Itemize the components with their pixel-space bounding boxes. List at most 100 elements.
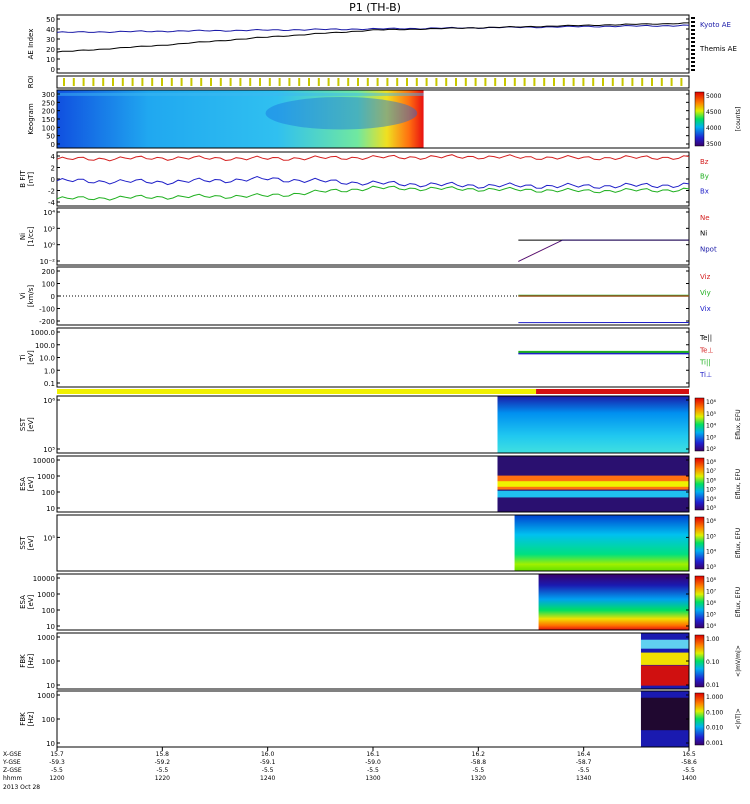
roi-tick bbox=[484, 78, 486, 86]
roi-tick bbox=[171, 78, 173, 86]
roi-tick bbox=[328, 78, 330, 86]
y-tick-label: 150 bbox=[42, 116, 55, 124]
y-tick-label: 10000 bbox=[33, 575, 55, 583]
keogram-band bbox=[57, 93, 424, 96]
y-tick-label: 10 bbox=[46, 505, 55, 513]
roi-tick bbox=[563, 78, 565, 86]
roi-tick bbox=[318, 78, 320, 86]
roi-tick bbox=[259, 78, 261, 86]
fbk2-band-dark bbox=[641, 698, 689, 730]
roi-tick bbox=[631, 78, 633, 86]
y-axis-label: ESA[eV] bbox=[19, 594, 35, 609]
fbk1-band-yellow bbox=[641, 653, 689, 665]
y-tick-label: 10.0 bbox=[39, 355, 55, 363]
ae-right-tick bbox=[691, 25, 695, 27]
roi-tick bbox=[582, 78, 584, 86]
roi-tick bbox=[141, 78, 143, 86]
colorbar-label-text: <|nT|> bbox=[735, 708, 742, 730]
y-tick-label: 100 bbox=[42, 281, 55, 289]
legend-entry: By bbox=[700, 173, 709, 181]
y-label-line: ESA bbox=[19, 477, 27, 491]
y-label-line: [km/s] bbox=[27, 285, 35, 308]
legend-entry: Kyoto AE bbox=[700, 21, 731, 29]
y-tick-label: 10 bbox=[46, 623, 55, 631]
roi-tick bbox=[73, 78, 75, 86]
y-tick-label: 50 bbox=[46, 16, 55, 24]
y-tick-label: 30 bbox=[46, 36, 55, 44]
bz-line bbox=[57, 155, 689, 161]
colorbar-tick-label: 10⁵ bbox=[706, 411, 717, 418]
y-tick-label: 0 bbox=[51, 176, 55, 184]
y-tick-label: -2 bbox=[48, 188, 55, 196]
y-tick-label: 1000.0 bbox=[31, 329, 56, 337]
y-gse-label: -5.5 bbox=[472, 767, 484, 774]
y-label-line: [Hz] bbox=[27, 654, 35, 669]
colorbar-tick-label: 10³ bbox=[706, 505, 717, 512]
y-tick-label: 0 bbox=[51, 66, 55, 74]
y-tick-label: 10 bbox=[46, 56, 55, 64]
y-label-line: FBK bbox=[19, 654, 27, 668]
legend-entry: Te|| bbox=[699, 334, 712, 342]
roi-tick bbox=[347, 78, 349, 86]
y-tick-label: -100 bbox=[39, 306, 55, 314]
roi-tick bbox=[357, 78, 359, 86]
y-axis-label: SST[eV] bbox=[19, 535, 35, 550]
hhmm-label: 1320 bbox=[471, 775, 486, 782]
hhmm-label: 1400 bbox=[681, 775, 696, 782]
roi-tick bbox=[612, 78, 614, 86]
colorbar-tick-label: 0.01 bbox=[706, 682, 720, 689]
fbk1-band-red bbox=[641, 665, 689, 685]
roi-tick bbox=[269, 78, 271, 86]
legend-entry: Viz bbox=[700, 273, 711, 281]
y-label-line: Vi bbox=[19, 293, 27, 300]
x-row-label: hhmm bbox=[3, 775, 22, 782]
x-gse-label: -59.3 bbox=[49, 759, 65, 766]
y-axis-label: Keogram bbox=[27, 103, 35, 134]
y-tick-label: 1.0 bbox=[44, 367, 55, 375]
colorbar bbox=[695, 92, 704, 146]
x-ut-label: 16.5 bbox=[682, 751, 696, 758]
colorbar-tick-label: 10⁸ bbox=[706, 577, 717, 584]
colorbar-tick-label: 1.000 bbox=[706, 694, 723, 701]
y-tick-label: 1000 bbox=[37, 634, 55, 642]
legend-entry: Viy bbox=[700, 289, 711, 297]
colorbar-label: [counts] bbox=[735, 107, 742, 132]
panel-frame bbox=[57, 633, 689, 689]
colorbar-label: Eflux, EFU bbox=[735, 587, 742, 617]
colorbar-label-text: Eflux, EFU bbox=[735, 587, 742, 617]
y-axis-label: FBK[Hz] bbox=[19, 654, 35, 669]
ae-right-tick bbox=[691, 53, 695, 55]
y-label-line: FBK bbox=[19, 712, 27, 726]
x-ut-label: 15.8 bbox=[156, 751, 170, 758]
y-axis-label: ESA[eV] bbox=[19, 476, 35, 491]
colorbar bbox=[695, 693, 704, 745]
roi-tick bbox=[230, 78, 232, 86]
roi-tick bbox=[592, 78, 594, 86]
y-tick-label: 10⁰ bbox=[43, 242, 55, 250]
y-tick-label: 20 bbox=[46, 46, 55, 54]
roi-tick bbox=[416, 78, 418, 86]
y-axis-label: Vi[km/s] bbox=[19, 285, 35, 308]
roi-tick bbox=[524, 78, 526, 86]
y-label-line: SST bbox=[19, 417, 27, 431]
ae-right-tick bbox=[691, 21, 695, 23]
x-gse-label: -58.6 bbox=[681, 759, 697, 766]
colorbar-tick-label: 5000 bbox=[706, 93, 721, 100]
hhmm-label: 1340 bbox=[576, 775, 591, 782]
legend-entry: Te⊥ bbox=[699, 346, 714, 354]
y-label-line: B FIT bbox=[19, 170, 27, 188]
y-tick-label: 2 bbox=[51, 165, 55, 173]
panel-roi: ROI bbox=[27, 76, 689, 88]
roi-tick bbox=[406, 78, 408, 86]
ae-right-tick bbox=[691, 29, 695, 31]
colorbar-label: <|mV/m|> bbox=[735, 645, 742, 677]
x-gse-label: -58.7 bbox=[576, 759, 592, 766]
legend-entry: Ti|| bbox=[699, 359, 711, 367]
colorbar-tick-label: 10³ bbox=[706, 564, 717, 571]
esa1-band-yellow bbox=[498, 481, 689, 487]
colorbar-tick-label: 10² bbox=[706, 446, 717, 453]
roi-tick bbox=[602, 78, 604, 86]
